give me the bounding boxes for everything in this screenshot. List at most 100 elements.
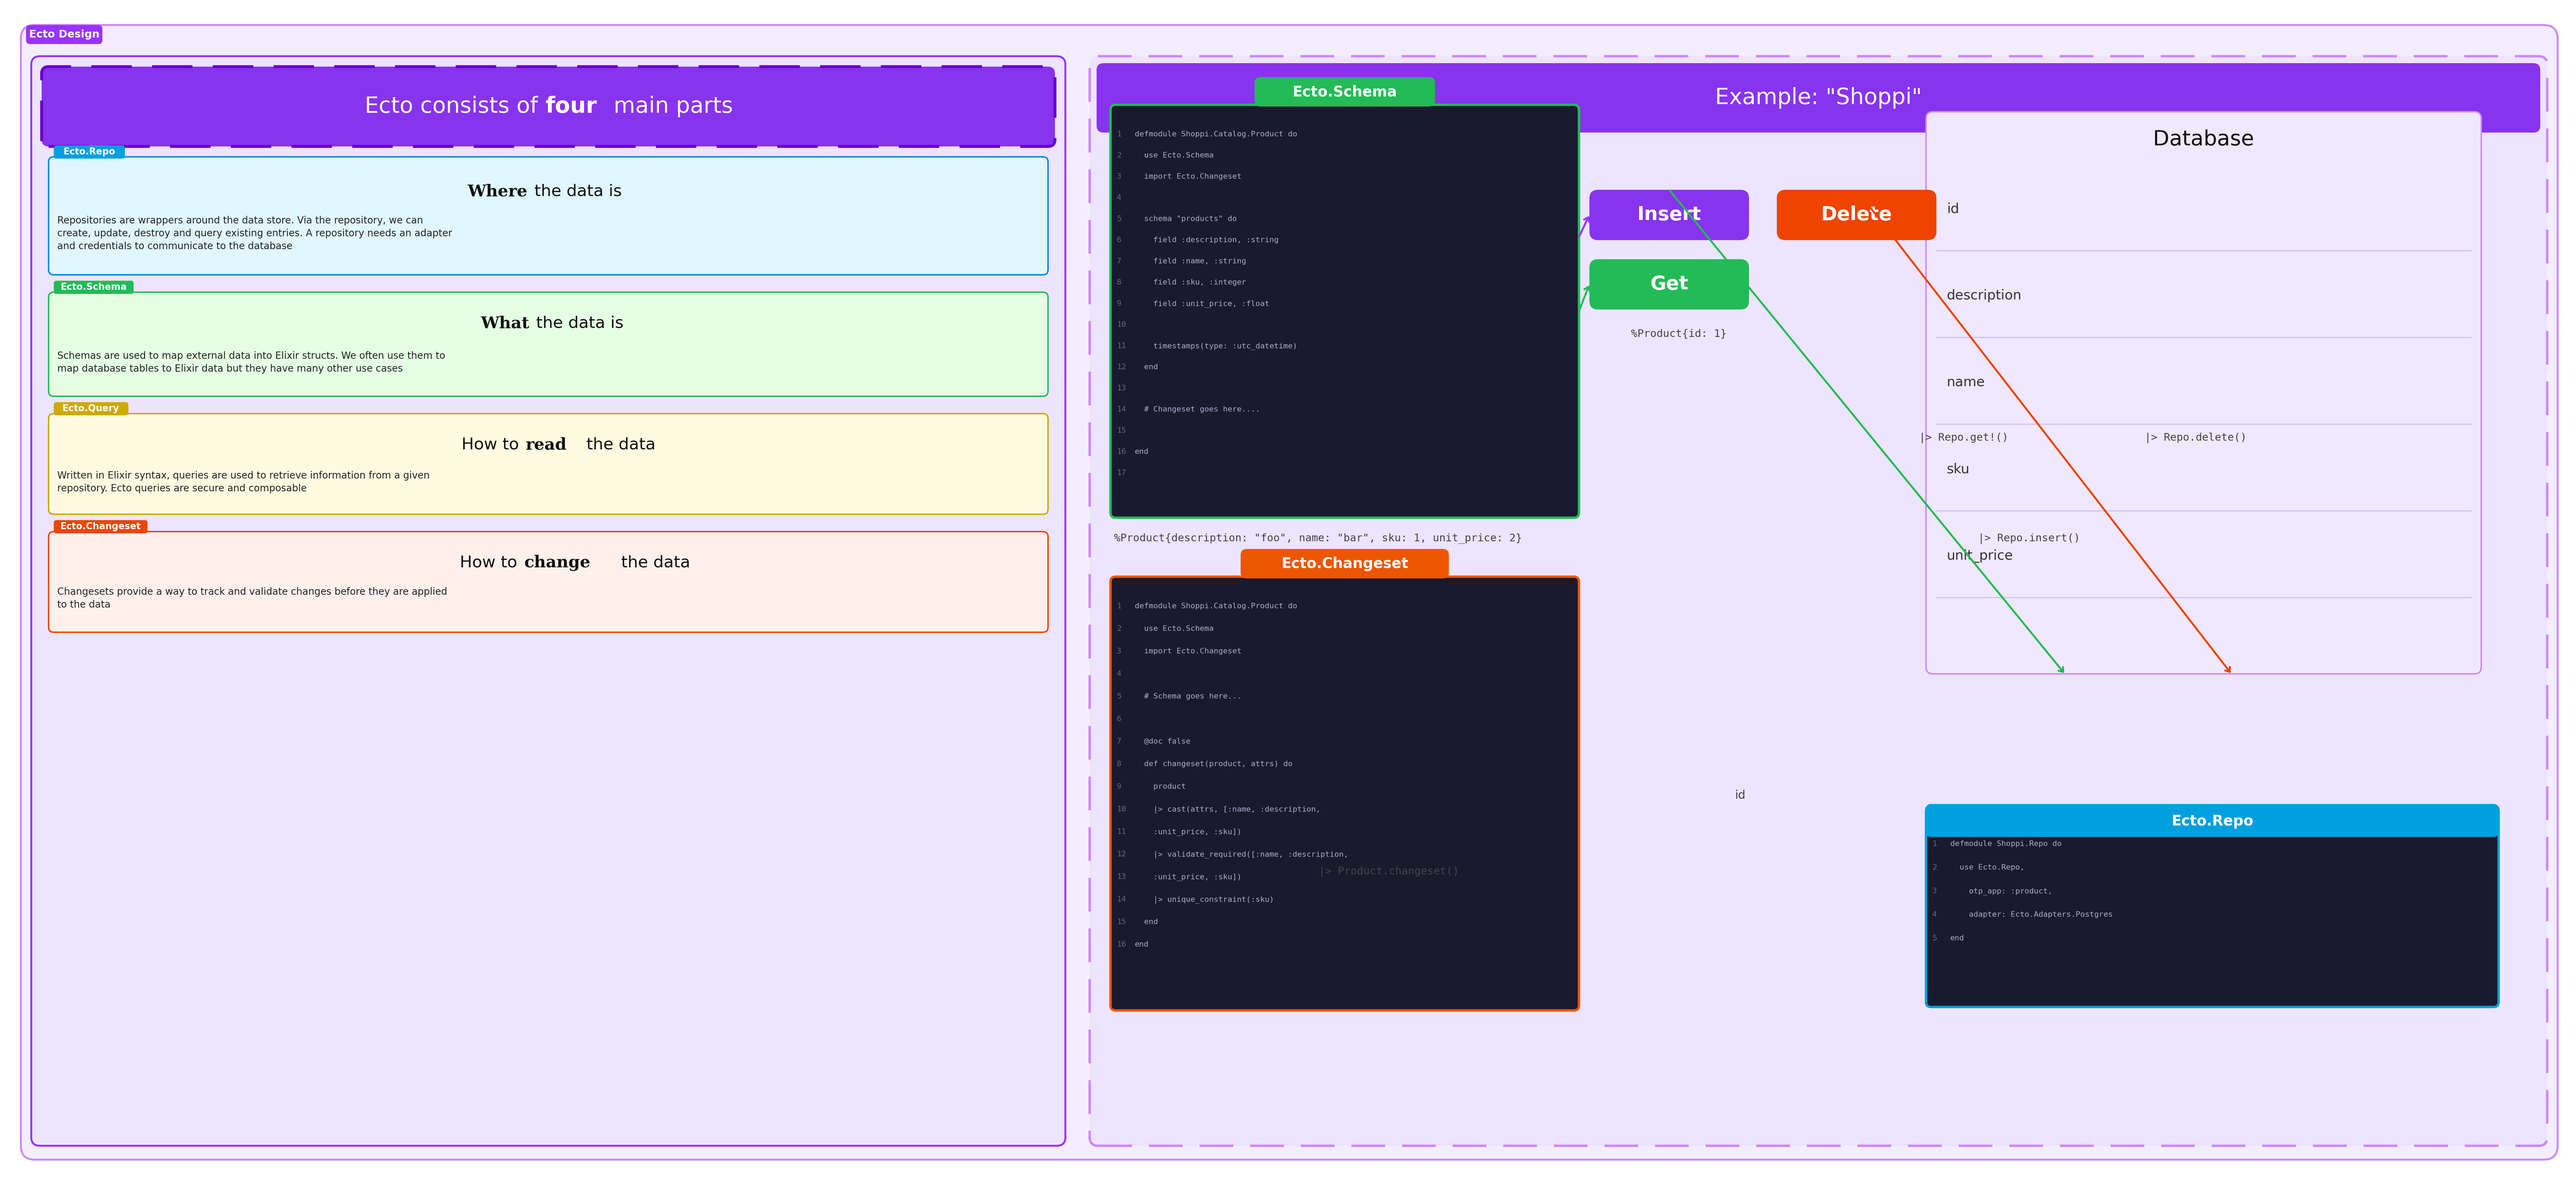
Text: |> validate_required([:name, :description,: |> validate_required([:name, :descriptio…: [1133, 851, 1347, 858]
Text: Where: Where: [469, 184, 528, 200]
Text: :unit_price, :sku]): :unit_price, :sku]): [1133, 873, 1242, 880]
Text: 14: 14: [1115, 406, 1126, 413]
Text: Ecto consists of: Ecto consists of: [366, 95, 544, 118]
Text: use Ecto.Schema: use Ecto.Schema: [1133, 152, 1213, 159]
Text: the data is: the data is: [528, 184, 621, 199]
FancyBboxPatch shape: [49, 292, 1048, 397]
Text: Ecto.Query: Ecto.Query: [62, 404, 118, 413]
Text: import Ecto.Changeset: import Ecto.Changeset: [1133, 647, 1242, 654]
Text: |> Repo.get!(): |> Repo.get!(): [1919, 433, 2009, 444]
Text: 3: 3: [1115, 173, 1121, 180]
Text: main parts: main parts: [605, 95, 732, 118]
FancyBboxPatch shape: [1110, 577, 1579, 1010]
Text: field :sku, :integer: field :sku, :integer: [1133, 279, 1247, 286]
FancyBboxPatch shape: [21, 25, 2558, 1159]
Text: the data is: the data is: [531, 315, 623, 331]
Text: 14: 14: [1115, 896, 1126, 903]
FancyBboxPatch shape: [31, 56, 1066, 1145]
FancyBboxPatch shape: [49, 157, 1048, 274]
Text: # Changeset goes here....: # Changeset goes here....: [1133, 406, 1260, 413]
Text: 5: 5: [1115, 693, 1121, 700]
Text: |> Repo.delete(): |> Repo.delete(): [2143, 433, 2246, 444]
Text: %Product{id: 1}: %Product{id: 1}: [1631, 328, 1726, 339]
Text: Example: "Shoppi": Example: "Shoppi": [1716, 87, 1922, 108]
Text: Repositories are wrappers around the data store. Via the repository, we can
crea: Repositories are wrappers around the dat…: [57, 215, 453, 251]
Text: adapter: Ecto.Adapters.Postgres: adapter: Ecto.Adapters.Postgres: [1950, 911, 2112, 918]
FancyBboxPatch shape: [54, 403, 129, 415]
Text: 10: 10: [1115, 806, 1126, 812]
Text: 4: 4: [1115, 194, 1121, 201]
FancyBboxPatch shape: [1097, 64, 2540, 133]
Text: end: end: [1950, 935, 1963, 942]
FancyBboxPatch shape: [1255, 77, 1435, 107]
FancyBboxPatch shape: [54, 281, 134, 294]
FancyBboxPatch shape: [54, 520, 147, 533]
Text: :unit_price, :sku]): :unit_price, :sku]): [1133, 829, 1242, 836]
Text: id: id: [1734, 790, 1747, 802]
Text: import Ecto.Changeset: import Ecto.Changeset: [1133, 173, 1242, 180]
Text: unit_price: unit_price: [1947, 550, 2012, 563]
Text: How to: How to: [459, 556, 523, 571]
Text: product: product: [1133, 783, 1185, 790]
Text: Ecto.Repo: Ecto.Repo: [2172, 814, 2254, 829]
FancyBboxPatch shape: [1777, 189, 1937, 240]
Text: @doc false: @doc false: [1133, 738, 1190, 745]
Text: 8: 8: [1115, 279, 1121, 286]
Text: 1: 1: [1115, 603, 1121, 610]
Text: 2: 2: [1932, 864, 1937, 871]
Text: 12: 12: [1115, 364, 1126, 371]
Text: Get: Get: [1651, 275, 1687, 294]
Text: 4: 4: [1932, 911, 1937, 918]
Text: change: change: [523, 554, 590, 571]
Text: 13: 13: [1115, 385, 1126, 392]
Text: field :name, :string: field :name, :string: [1133, 258, 1247, 265]
Text: Written in Elixir syntax, queries are used to retrieve information from a given
: Written in Elixir syntax, queries are us…: [57, 471, 430, 493]
FancyBboxPatch shape: [49, 413, 1048, 514]
Text: 1: 1: [1115, 131, 1121, 138]
Text: description: description: [1947, 290, 2022, 302]
Text: def changeset(product, attrs) do: def changeset(product, attrs) do: [1133, 760, 1293, 767]
Text: defmodule Shoppi.Catalog.Product do: defmodule Shoppi.Catalog.Product do: [1133, 131, 1298, 138]
FancyBboxPatch shape: [1927, 112, 2481, 674]
Text: name: name: [1947, 375, 1984, 388]
Text: Insert: Insert: [1636, 206, 1700, 225]
Text: schema "products" do: schema "products" do: [1133, 215, 1236, 222]
Text: sku: sku: [1947, 463, 1971, 476]
Text: 2: 2: [1115, 625, 1121, 632]
Text: field :unit_price, :float: field :unit_price, :float: [1133, 300, 1270, 307]
Text: 8: 8: [1115, 760, 1121, 767]
Text: %Product{description: "foo", name: "bar", sku: 1, unit_price: 2}: %Product{description: "foo", name: "bar"…: [1113, 533, 1522, 544]
Text: Ecto.Repo: Ecto.Repo: [64, 147, 116, 157]
Text: 2: 2: [1115, 152, 1121, 159]
Text: Delete: Delete: [1821, 206, 1891, 225]
FancyBboxPatch shape: [1090, 56, 2548, 1145]
Text: Ecto.Schema: Ecto.Schema: [1293, 85, 1396, 99]
Text: read: read: [526, 437, 567, 453]
Text: defmodule Shoppi.Repo do: defmodule Shoppi.Repo do: [1950, 840, 2061, 847]
Text: the data: the data: [616, 556, 690, 571]
FancyBboxPatch shape: [54, 146, 124, 159]
Text: end: end: [1133, 942, 1149, 947]
Text: Ecto Design: Ecto Design: [28, 29, 100, 40]
Text: 13: 13: [1115, 873, 1126, 880]
Text: 15: 15: [1115, 427, 1126, 434]
Text: 10: 10: [1115, 321, 1126, 328]
FancyBboxPatch shape: [49, 532, 1048, 632]
Text: use Ecto.Repo,: use Ecto.Repo,: [1950, 864, 2025, 871]
Text: 3: 3: [1932, 887, 1937, 895]
Text: 9: 9: [1115, 783, 1121, 790]
Text: Changesets provide a way to track and validate changes before they are applied
t: Changesets provide a way to track and va…: [57, 587, 448, 610]
Text: Ecto.Schema: Ecto.Schema: [59, 282, 126, 292]
Text: field :description, :string: field :description, :string: [1133, 237, 1278, 244]
Text: How to: How to: [461, 437, 523, 453]
Text: |> Product.changeset(): |> Product.changeset(): [1319, 866, 1458, 877]
Text: end: end: [1133, 364, 1157, 371]
Text: 4: 4: [1115, 671, 1121, 677]
Text: timestamps(type: :utc_datetime): timestamps(type: :utc_datetime): [1133, 343, 1298, 350]
FancyBboxPatch shape: [1242, 548, 1448, 578]
Text: |> unique_constraint(:sku): |> unique_constraint(:sku): [1133, 896, 1275, 904]
Text: four: four: [546, 95, 598, 118]
Text: |> cast(attrs, [:name, :description,: |> cast(attrs, [:name, :description,: [1133, 806, 1321, 813]
FancyBboxPatch shape: [41, 67, 1054, 146]
Text: # Schema goes here...: # Schema goes here...: [1133, 693, 1242, 700]
